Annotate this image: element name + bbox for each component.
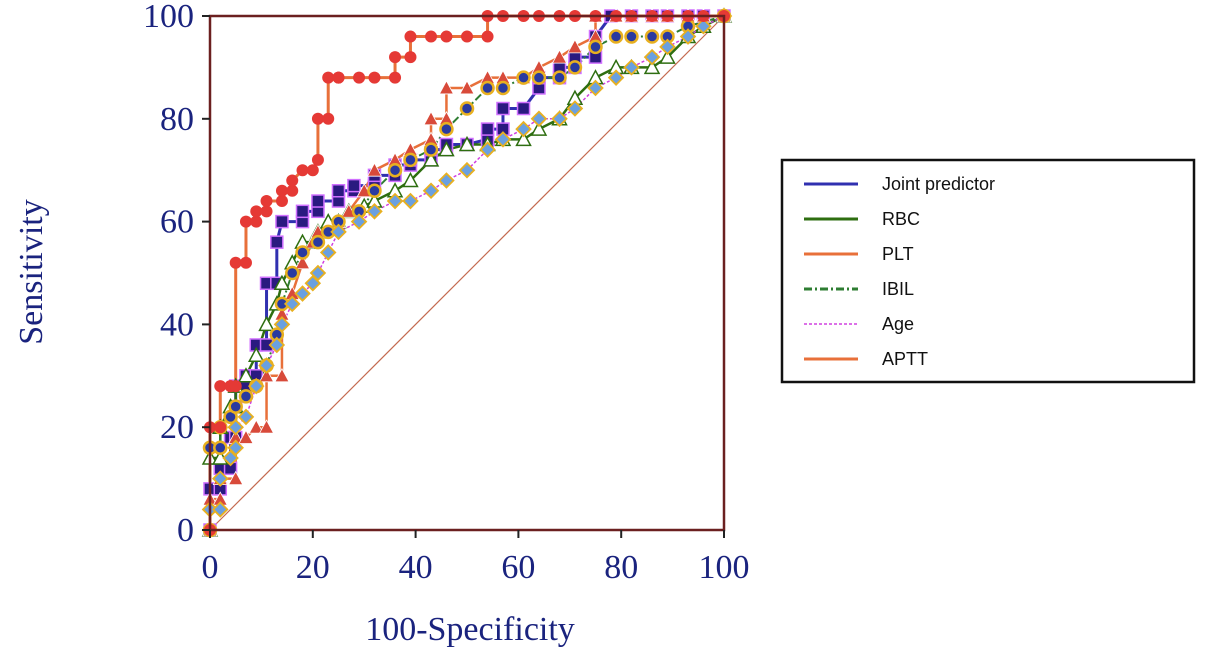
data-point bbox=[440, 31, 452, 43]
data-point bbox=[286, 174, 298, 186]
plot-area bbox=[203, 9, 731, 537]
data-point bbox=[461, 103, 473, 115]
y-axis-label: Sensitivity bbox=[13, 199, 50, 344]
data-point bbox=[240, 216, 252, 228]
data-point bbox=[333, 72, 345, 84]
data-point bbox=[353, 72, 365, 84]
data-point bbox=[333, 185, 345, 197]
data-point bbox=[261, 195, 273, 207]
data-point bbox=[286, 185, 298, 197]
data-point bbox=[230, 401, 242, 413]
data-point bbox=[569, 61, 581, 73]
data-point bbox=[250, 205, 262, 217]
data-point bbox=[404, 31, 416, 43]
x-tick-label: 80 bbox=[604, 549, 638, 586]
data-point bbox=[312, 195, 324, 207]
data-point bbox=[461, 31, 473, 43]
data-point bbox=[307, 164, 319, 176]
data-point bbox=[533, 72, 545, 84]
data-point bbox=[312, 236, 324, 248]
data-point bbox=[518, 72, 530, 84]
y-tick-label: 0 bbox=[177, 512, 194, 549]
data-point bbox=[214, 380, 226, 392]
legend-label: Age bbox=[882, 314, 914, 334]
data-point bbox=[261, 205, 273, 217]
data-point bbox=[425, 31, 437, 43]
y-tick-label: 60 bbox=[160, 204, 194, 241]
data-point bbox=[554, 72, 566, 84]
data-point bbox=[312, 154, 324, 166]
y-tick-label: 40 bbox=[160, 306, 194, 343]
y-tick-label: 100 bbox=[143, 0, 194, 35]
data-point bbox=[482, 82, 494, 94]
data-point bbox=[276, 216, 288, 228]
data-point bbox=[404, 154, 416, 166]
data-point bbox=[312, 113, 324, 125]
data-point bbox=[389, 72, 401, 84]
data-point bbox=[214, 421, 226, 433]
legend-label: RBC bbox=[882, 209, 920, 229]
data-point bbox=[590, 41, 602, 53]
data-point bbox=[497, 82, 509, 94]
x-axis-label: 100-Specificity bbox=[365, 611, 575, 648]
data-point bbox=[286, 267, 298, 279]
x-tick-label: 20 bbox=[296, 549, 330, 586]
data-point bbox=[214, 442, 226, 454]
y-tick-label: 80 bbox=[160, 101, 194, 138]
data-point bbox=[389, 51, 401, 63]
x-tick-label: 60 bbox=[501, 549, 535, 586]
data-point bbox=[368, 185, 380, 197]
data-point bbox=[322, 72, 334, 84]
legend-label: IBIL bbox=[882, 279, 914, 299]
data-point bbox=[348, 180, 360, 192]
data-point bbox=[610, 31, 622, 43]
data-point bbox=[368, 72, 380, 84]
data-point bbox=[297, 164, 309, 176]
legend-label: Joint predictor bbox=[882, 174, 995, 194]
data-point bbox=[250, 216, 262, 228]
data-point bbox=[240, 390, 252, 402]
legend: Joint predictor RBC PLT IBIL Age APTT bbox=[782, 160, 1194, 382]
data-point bbox=[482, 123, 494, 135]
data-point bbox=[625, 31, 637, 43]
data-point bbox=[425, 144, 437, 156]
data-point bbox=[322, 113, 334, 125]
data-point bbox=[297, 246, 309, 258]
legend-label: APTT bbox=[882, 349, 928, 369]
data-point bbox=[276, 185, 288, 197]
data-point bbox=[518, 103, 530, 115]
data-point bbox=[230, 257, 242, 269]
x-tick-label: 0 bbox=[202, 549, 219, 586]
x-tick-label: 40 bbox=[399, 549, 433, 586]
data-point bbox=[240, 257, 252, 269]
y-tick-label: 20 bbox=[160, 409, 194, 446]
data-point bbox=[646, 31, 658, 43]
x-tick-label: 100 bbox=[699, 549, 750, 586]
data-point bbox=[497, 103, 509, 115]
data-point bbox=[271, 236, 283, 248]
data-point bbox=[404, 51, 416, 63]
data-point bbox=[482, 31, 494, 43]
data-point bbox=[297, 205, 309, 217]
legend-label: PLT bbox=[882, 244, 914, 264]
data-point bbox=[230, 380, 242, 392]
data-point bbox=[276, 195, 288, 207]
data-point bbox=[440, 123, 452, 135]
data-point bbox=[389, 164, 401, 176]
